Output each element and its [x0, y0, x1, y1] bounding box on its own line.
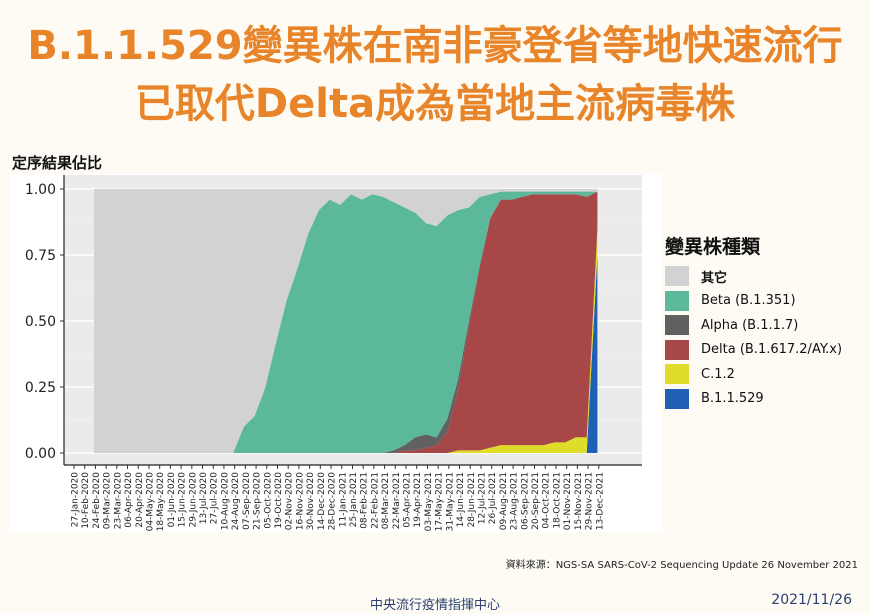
x-tick-label: 22-Feb-2021: [370, 472, 380, 529]
legend-item: 其它: [665, 264, 842, 289]
x-tick-label: 27-Jan-2020: [71, 472, 81, 528]
legend-item: B.1.1.529: [665, 387, 842, 412]
x-tick-label: 06-Sep-2021: [520, 472, 530, 530]
x-tick-label: 04-May-2020: [145, 472, 155, 532]
series-area: [94, 191, 598, 453]
x-tick-label: 29-Jun-2020: [188, 472, 198, 528]
legend-item: C.1.2: [665, 362, 842, 387]
x-tick-label: 20-Sep-2021: [531, 472, 541, 530]
series-areas: [94, 189, 598, 453]
legend-label: Delta (B.1.617.2/AY.x): [701, 342, 843, 358]
legend-swatch: [665, 388, 689, 409]
legend-label: 其它: [701, 270, 728, 286]
x-tick-label: 01-Jun-2020: [167, 472, 177, 528]
source-note: 資料來源：NGS-SA SARS-CoV-2 Sequencing Update…: [505, 560, 858, 571]
legend-label: Alpha (B.1.1.7): [701, 317, 799, 333]
x-tick-label: 15-Nov-2021: [574, 472, 584, 530]
title-line-2: 已取代Delta成為當地主流病毒株: [134, 81, 736, 127]
x-tick-label: 08-Mar-2021: [381, 472, 391, 529]
x-tick-label: 18-Oct-2021: [552, 472, 562, 529]
legend-swatch: [665, 364, 689, 385]
x-tick-label: 15-Jun-2020: [178, 472, 188, 528]
x-tick-label: 26-Jul-2021: [488, 472, 498, 524]
x-tick-label: 19-Oct-2020: [274, 472, 284, 529]
y-tick-label: 0.25: [25, 380, 56, 396]
x-tick-label: 29-Nov-2021: [585, 472, 595, 530]
y-axis-ticks: 0.00 0.25 0.50 0.75 1.00: [25, 182, 64, 462]
series-area: [94, 189, 598, 453]
x-tick-label: 31-May-2021: [445, 472, 455, 531]
footer-organization: 中央流行疫情指揮中心: [369, 598, 500, 613]
x-tick-label: 08-Feb-2021: [360, 472, 370, 529]
x-tick-label: 19-Apr-2021: [413, 472, 423, 528]
x-tick-label: 24-Feb-2020: [92, 472, 102, 529]
legend-label: C.1.2: [701, 366, 735, 382]
x-tick-label: 22-Mar-2021: [392, 472, 402, 529]
y-tick-label: 0.50: [25, 314, 56, 330]
legend-title: 變異株種類: [665, 236, 761, 258]
legend-item: Alpha (B.1.1.7): [665, 313, 842, 338]
footer-date: 2021/11/26: [771, 592, 852, 608]
x-tick-label: 05-Oct-2020: [263, 472, 273, 529]
legend-swatch: [665, 315, 689, 336]
x-tick-label: 18-May-2020: [156, 472, 166, 532]
x-tick-label: 27-Jul-2020: [210, 472, 220, 524]
x-tick-label: 20-Apr-2020: [135, 472, 145, 528]
x-tick-label: 25-Jan-2021: [349, 472, 359, 527]
x-tick-label: 11-Jan-2021: [338, 472, 348, 527]
x-tick-label: 14-Jun-2021: [456, 472, 466, 527]
series-area: [94, 191, 598, 453]
x-tick-label: 10-Aug-2020: [220, 472, 230, 531]
x-tick-label: 07-Sep-2020: [242, 472, 252, 530]
x-tick-label: 17-May-2021: [435, 472, 445, 531]
x-tick-label: 23-Mar-2020: [113, 472, 123, 530]
legend-swatch: [665, 266, 689, 287]
legend-item: Delta (B.1.617.2/AY.x): [665, 338, 842, 363]
x-axis-ticks: 27-Jan-2020 10-Feb-2020 24-Feb-2020 09-Mar-…: [71, 465, 605, 532]
y-tick-label: 1.00: [25, 182, 56, 198]
x-tick-label: 16-Nov-2020: [295, 472, 305, 530]
y-axis-label: 定序結果佔比: [12, 154, 103, 172]
y-tick-label: 0.00: [25, 446, 56, 462]
x-tick-label: 24-Aug-2020: [231, 472, 241, 531]
x-tick-label: 10-Feb-2020: [81, 472, 91, 529]
x-tick-label: 06-Apr-2020: [124, 472, 134, 528]
x-tick-label: 03-May-2021: [424, 472, 434, 531]
legend-label: Beta (B.1.351): [701, 293, 796, 309]
x-tick-label: 30-Nov-2020: [306, 472, 316, 530]
x-tick-label: 13-Dec-2021: [595, 472, 605, 530]
x-tick-label: 01-Nov-2021: [563, 472, 573, 530]
x-tick-label: 12-Jul-2021: [477, 472, 487, 524]
x-tick-label: 09-Mar-2020: [103, 472, 113, 530]
x-tick-label: 05-Apr-2021: [403, 472, 413, 528]
x-tick-label: 14-Dec-2020: [317, 472, 327, 531]
legend-label: B.1.1.529: [701, 391, 764, 407]
title-line-1: B.1.1.529變異株在南非豪登省等地快速流行: [27, 23, 843, 69]
legend-swatch: [665, 339, 689, 360]
x-tick-label: 04-Oct-2021: [542, 472, 552, 529]
legend: 其它 Beta (B.1.351) Alpha (B.1.1.7) Delta (B.…: [665, 264, 842, 411]
x-tick-label: 02-Nov-2020: [285, 472, 295, 530]
y-tick-label: 0.75: [25, 248, 56, 264]
legend-item: Beta (B.1.351): [665, 289, 842, 314]
legend-swatch: [665, 290, 689, 311]
x-tick-label: 21-Sep-2020: [253, 472, 263, 530]
x-tick-label: 28-Jun-2021: [467, 472, 477, 527]
x-tick-label: 09-Aug-2021: [499, 472, 509, 530]
x-tick-label: 28-Dec-2020: [328, 472, 338, 531]
x-tick-label: 13-Jul-2020: [199, 472, 209, 524]
x-tick-label: 23-Aug-2021: [510, 472, 520, 530]
